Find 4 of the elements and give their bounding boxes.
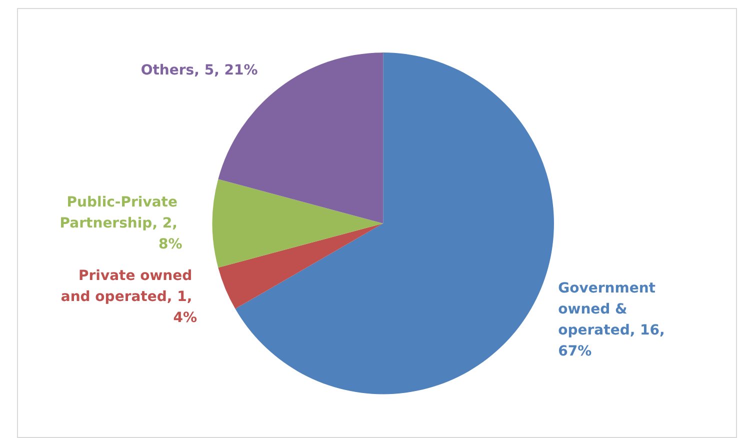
slice-label: Government owned & operated, 16, 67%	[558, 280, 670, 360]
slice-label: Others, 5, 21%	[140, 62, 258, 78]
slice-label: Public-Private Partnership, 2, 8%	[60, 194, 182, 252]
slice-label: Private owned and operated, 1, 4%	[60, 268, 198, 326]
